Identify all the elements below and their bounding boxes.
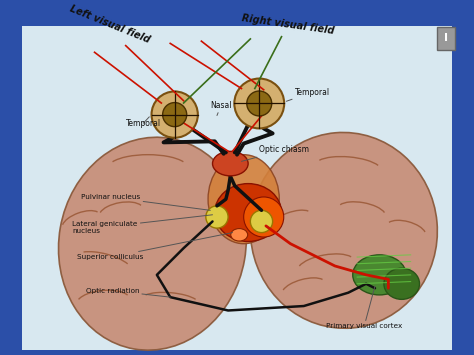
Ellipse shape xyxy=(58,137,246,350)
Text: Temporal: Temporal xyxy=(286,88,330,101)
Text: Pulvinar nucleus: Pulvinar nucleus xyxy=(81,194,210,210)
Ellipse shape xyxy=(231,229,248,241)
Text: Right visual field: Right visual field xyxy=(241,13,335,37)
Circle shape xyxy=(250,210,273,233)
Text: Temporal: Temporal xyxy=(126,117,161,128)
Ellipse shape xyxy=(215,184,282,241)
Text: Optic chiasm: Optic chiasm xyxy=(241,146,309,162)
Circle shape xyxy=(152,92,198,138)
Ellipse shape xyxy=(212,151,248,176)
Circle shape xyxy=(163,103,187,127)
Ellipse shape xyxy=(244,197,284,237)
Text: Nasal: Nasal xyxy=(210,101,232,115)
Ellipse shape xyxy=(250,132,438,328)
Text: Left visual field: Left visual field xyxy=(68,4,151,45)
Text: Primary visual cortex: Primary visual cortex xyxy=(326,286,402,329)
Circle shape xyxy=(206,206,228,228)
Text: Lateral geniculate
nucleus: Lateral geniculate nucleus xyxy=(73,215,212,234)
Circle shape xyxy=(234,78,284,129)
Circle shape xyxy=(247,91,272,116)
Text: I: I xyxy=(444,33,448,43)
Text: Superior colliculus: Superior colliculus xyxy=(77,233,233,260)
Ellipse shape xyxy=(208,155,279,244)
Text: Optic radiation: Optic radiation xyxy=(86,288,170,297)
Ellipse shape xyxy=(353,255,406,295)
FancyBboxPatch shape xyxy=(22,27,452,350)
Ellipse shape xyxy=(384,268,419,299)
FancyBboxPatch shape xyxy=(438,27,455,50)
